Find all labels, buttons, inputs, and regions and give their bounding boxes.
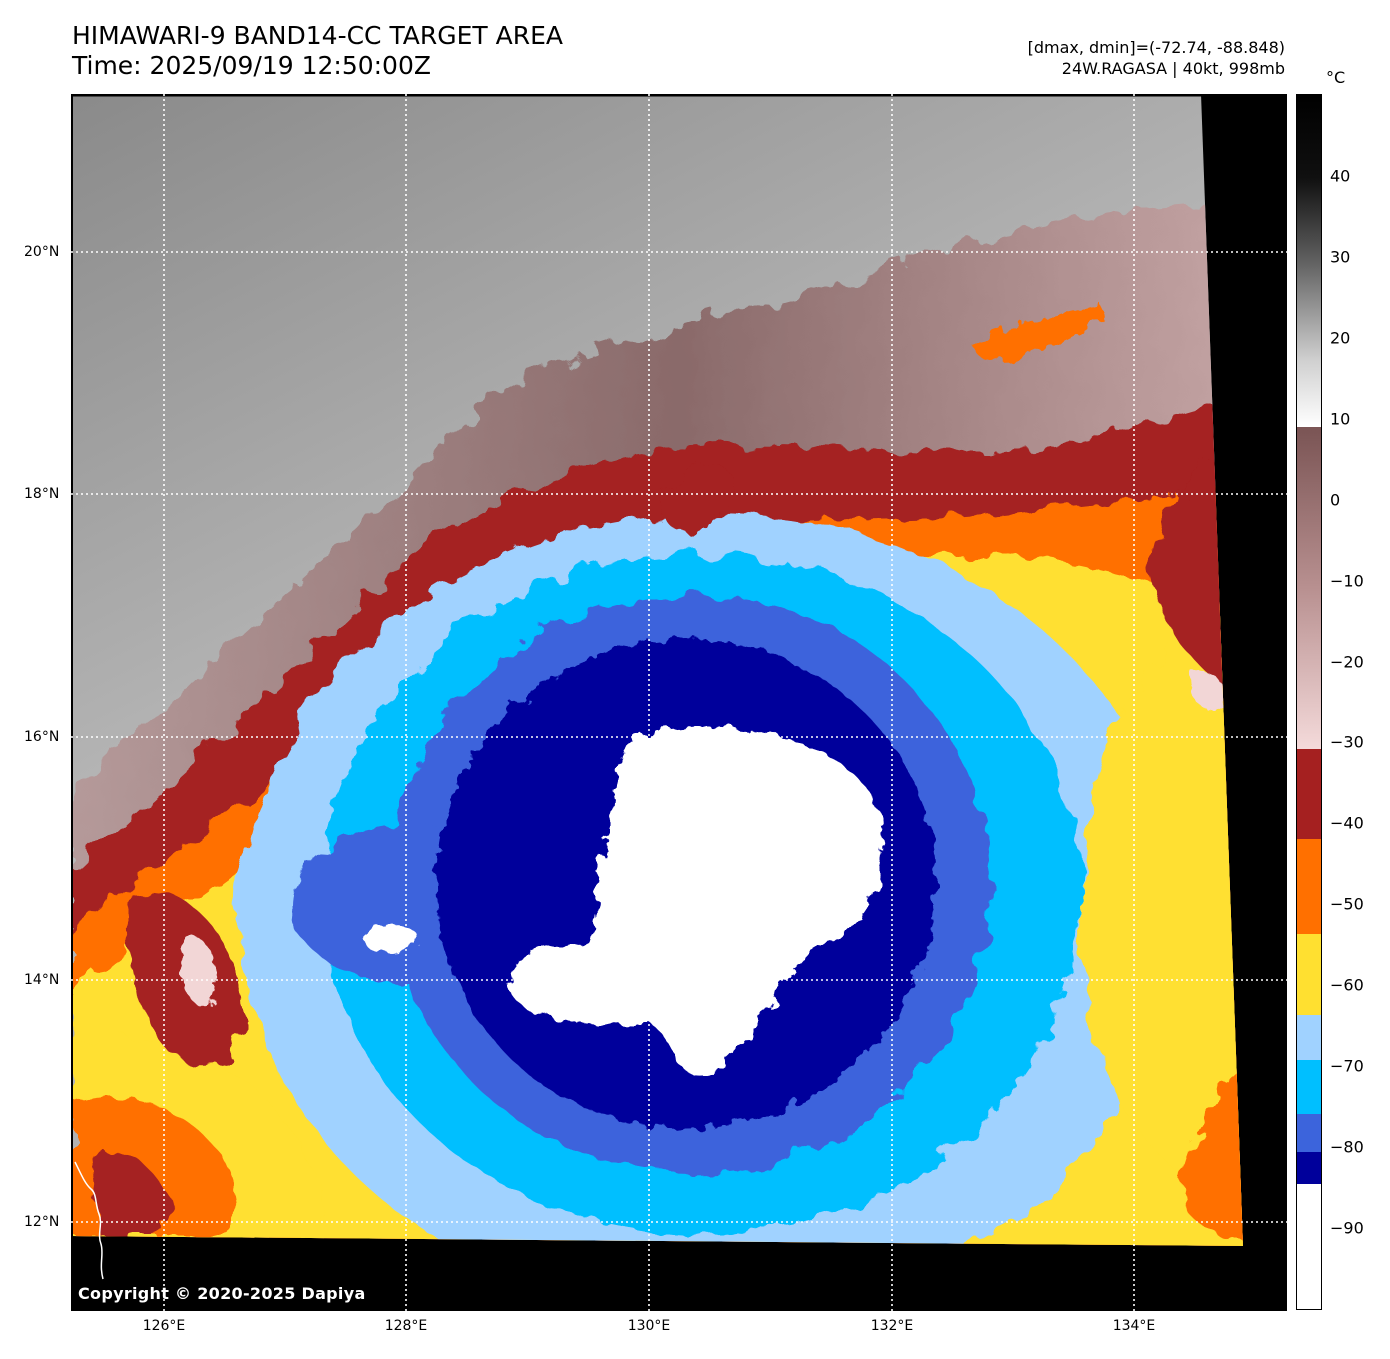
colorbar-tick-label: 20 (1330, 328, 1351, 348)
lat-label-14n: 14°N (24, 972, 60, 988)
copyright-text: Copyright © 2020-2025 Dapiya (78, 1284, 366, 1303)
colorbar-tick-label: −60 (1330, 975, 1364, 995)
colorbar-tick-label: 10 (1330, 409, 1351, 429)
colorbar-navy-segment (1297, 1152, 1321, 1184)
colorbar-tick-label: −40 (1330, 813, 1364, 833)
colorbar-sky-segment (1297, 1060, 1321, 1114)
storm-info: 24W.RAGASA | 40kt, 998mb (1061, 59, 1285, 78)
colorbar-royalblue-segment (1297, 1114, 1321, 1152)
lat-label-16n: 16°N (24, 729, 60, 745)
lat-label-20n: 20°N (24, 244, 60, 260)
data-range-info: [dmax, dmin]=(-72.74, -88.848) (1027, 38, 1285, 57)
colorbar-tick-label: 30 (1330, 247, 1351, 267)
map-time: Time: 2025/09/19 12:50:00Z (72, 51, 431, 80)
colorbar-tick-label: 0 (1330, 490, 1341, 510)
colorbar (1296, 94, 1322, 1310)
lon-label-126e: 126°E (142, 1318, 186, 1334)
lon-label-130e: 130°E (627, 1318, 671, 1334)
colorbar-unit: °C (1326, 68, 1346, 87)
colorbar-tick-label: −90 (1330, 1218, 1364, 1238)
satellite-imagery (71, 94, 1243, 1246)
coastline (74, 1161, 104, 1280)
colorbar-tick-label: −30 (1330, 732, 1364, 752)
lat-label-18n: 18°N (24, 486, 60, 502)
colorbar-darkred-segment (1297, 749, 1321, 839)
colorbar-white-segment (1297, 1184, 1321, 1309)
colorbar-lightsky-segment (1297, 1015, 1321, 1060)
lat-label-12n: 12°N (24, 1214, 60, 1230)
colorbar-frame (1296, 94, 1322, 1310)
colorbar-gray-segment (1297, 95, 1321, 427)
lon-label-128e: 128°E (384, 1318, 428, 1334)
colorbar-orange-segment (1297, 839, 1321, 934)
lon-label-134e: 134°E (1112, 1318, 1156, 1334)
colorbar-tick-label: −80 (1330, 1137, 1364, 1157)
colorbar-tick-label: −50 (1330, 894, 1364, 914)
colorbar-tick-label: −70 (1330, 1056, 1364, 1076)
satellite-map (71, 94, 1287, 1311)
colorbar-tick-label: 40 (1330, 166, 1351, 186)
map-title: HIMAWARI-9 BAND14-CC TARGET AREA (72, 21, 564, 50)
colorbar-tick-label: −10 (1330, 571, 1364, 591)
colorbar-tick-label: −20 (1330, 652, 1364, 672)
colorbar-yellow-segment (1297, 934, 1321, 1015)
lon-label-132e: 132°E (870, 1318, 914, 1334)
colorbar-pink-segment (1297, 427, 1321, 749)
